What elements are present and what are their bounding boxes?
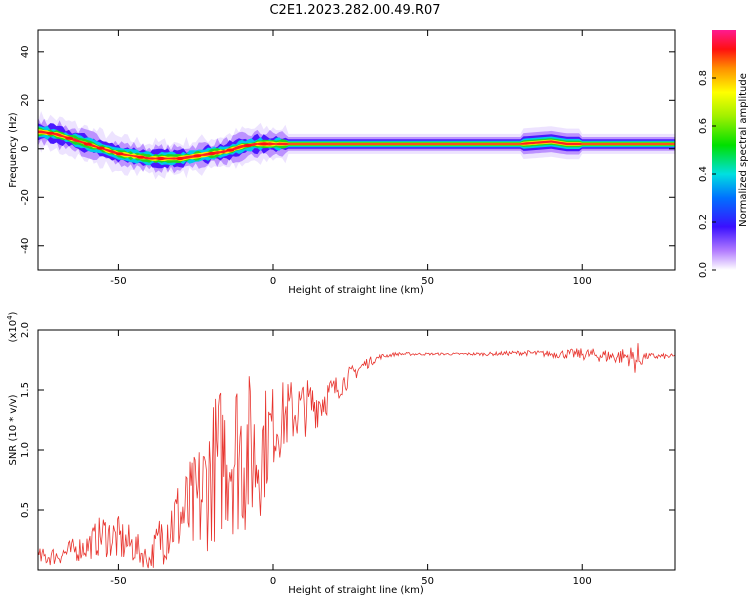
colorbar-gradient xyxy=(712,30,736,270)
heatmap-peak xyxy=(193,154,202,158)
colorbar-tick-label: 0.0 xyxy=(698,262,709,278)
heatmap-peak xyxy=(115,152,124,156)
snr-scale-factor: (x104) xyxy=(6,311,19,342)
snr-scale-close: ) xyxy=(8,311,19,315)
snr-x-axis-label: Height of straight line (km) xyxy=(288,585,424,596)
heatmap-peak xyxy=(96,146,105,150)
y-tick-label: 0 xyxy=(20,146,31,152)
heatmap-peak xyxy=(243,143,252,148)
y-tick-label: 1.5 xyxy=(20,382,31,398)
chart-title: C2E1.2023.282.00.49.R07 xyxy=(269,3,440,18)
colorbar-tick-label: 0.6 xyxy=(698,118,709,134)
spectrogram-panel: -50 0 50 100 -40 -20 0 20 40 Height of straight … xyxy=(8,29,676,296)
x-tick-label: -50 xyxy=(110,276,126,287)
y-tick-label: -40 xyxy=(20,238,31,254)
snr-scale-exponent: 4 xyxy=(6,315,14,320)
snr-series-line xyxy=(38,343,675,569)
y-tick-label: -20 xyxy=(20,189,31,205)
snr-y-axis-label: SNR (10 * v/v) xyxy=(8,394,19,465)
heatmap-peak xyxy=(65,136,74,140)
y-tick-label: 40 xyxy=(20,45,31,58)
colorbar-tick-label: 0.2 xyxy=(698,214,709,230)
heatmap-peak xyxy=(207,151,216,156)
spectrogram-plot-frame xyxy=(37,29,676,271)
y-tick-label: 20 xyxy=(20,94,31,107)
x-tick-label: 100 xyxy=(573,576,592,587)
snr-scale-open: (x10 xyxy=(8,320,19,343)
heatmap-peak xyxy=(46,131,55,135)
heatmap-peak xyxy=(137,155,145,159)
heatmap-band xyxy=(38,129,675,162)
heatmap-layer xyxy=(38,111,675,180)
heatmap-peak xyxy=(226,148,235,152)
colorbar-tick-label: 0.4 xyxy=(698,166,709,182)
snr-plot-frame xyxy=(37,329,676,571)
y-tick-label: 2.0 xyxy=(20,322,31,338)
colorbar-label: Normalized spectral amplitude xyxy=(738,73,749,227)
x-tick-label: 0 xyxy=(270,576,276,587)
x-tick-label: -50 xyxy=(110,576,126,587)
y-tick-label: 0.5 xyxy=(20,502,31,518)
snr-panel: -50 0 50 100 0.5 1.0 1.5 2.0 Height of straight… xyxy=(6,311,676,596)
heatmap-peak xyxy=(83,142,92,146)
heatmap-peak xyxy=(157,156,166,161)
x-tick-label: 50 xyxy=(421,576,434,587)
x-tick-label: 100 xyxy=(573,276,592,287)
heatmap-peak xyxy=(260,142,269,146)
spectrogram-y-axis-label: Frequency (Hz) xyxy=(8,112,19,188)
spectrogram-x-axis-label: Height of straight line (km) xyxy=(288,285,424,296)
spectrogram-ticks: -50 0 50 100 -40 -20 0 20 40 xyxy=(20,30,675,287)
heatmap-peak xyxy=(175,156,184,161)
colorbar: 0.0 0.2 0.4 0.6 0.8 Normalized spectral ampl… xyxy=(698,30,749,278)
y-tick-label: 1.0 xyxy=(20,442,31,458)
x-tick-label: 0 xyxy=(270,276,276,287)
colorbar-ticks: 0.0 0.2 0.4 0.6 0.8 xyxy=(698,70,716,278)
colorbar-tick-label: 0.8 xyxy=(698,70,709,86)
x-tick-label: 50 xyxy=(421,276,434,287)
snr-ticks: -50 0 50 100 0.5 1.0 1.5 2.0 xyxy=(20,322,675,587)
